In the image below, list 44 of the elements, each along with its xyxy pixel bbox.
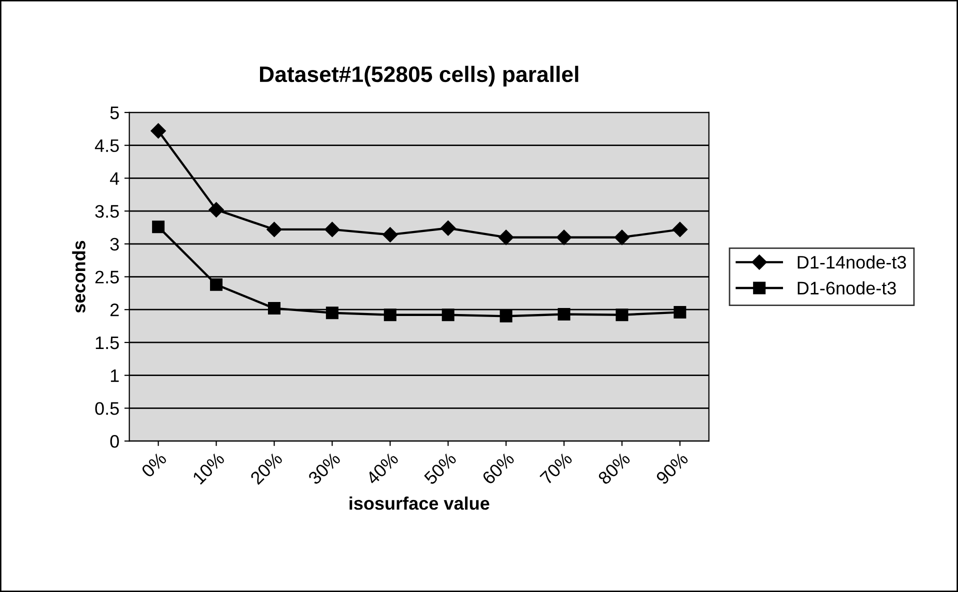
point bbox=[442, 308, 454, 322]
y-tick-label: 5 bbox=[110, 106, 119, 120]
point bbox=[266, 222, 282, 238]
y-tick-label: 2 bbox=[110, 304, 119, 316]
point bbox=[268, 302, 280, 315]
x-tick-label: 50% bbox=[423, 452, 458, 486]
y-tick-label: 4.5 bbox=[94, 139, 119, 152]
y-tick-label: 3 bbox=[110, 238, 119, 251]
y-tick-label: 1.5 bbox=[96, 336, 119, 350]
y-tick-label: 0.5 bbox=[95, 402, 119, 415]
point bbox=[440, 220, 456, 236]
point bbox=[500, 310, 512, 322]
point bbox=[150, 123, 166, 138]
y-axis-title: seconds bbox=[72, 240, 86, 313]
point bbox=[558, 308, 570, 320]
x-tick-label: 0% bbox=[140, 452, 168, 478]
point bbox=[208, 202, 224, 218]
x-tick-label: 80% bbox=[597, 452, 631, 486]
point bbox=[210, 278, 223, 291]
point bbox=[384, 308, 396, 322]
y-tick-label: 1 bbox=[110, 369, 119, 382]
point bbox=[152, 220, 165, 234]
x-tick-label: 60% bbox=[481, 452, 515, 486]
point bbox=[616, 308, 628, 322]
y-tick-label: 2.5 bbox=[95, 270, 119, 284]
legend-label: D1-6node-t3 bbox=[798, 281, 896, 295]
point bbox=[674, 306, 686, 318]
x-tick-label: 40% bbox=[365, 452, 400, 486]
legend-label: D1-14node-t3 bbox=[798, 255, 906, 269]
point bbox=[324, 222, 340, 238]
y-tick-label: 3.5 bbox=[95, 204, 119, 218]
x-tick-label: 90% bbox=[655, 452, 689, 486]
point bbox=[614, 230, 630, 245]
point bbox=[556, 230, 572, 245]
point bbox=[326, 306, 338, 320]
x-tick-label: 30% bbox=[307, 452, 342, 486]
chart-title: Dataset#1(52805 cells) parallel bbox=[260, 66, 578, 87]
point bbox=[498, 230, 514, 245]
point bbox=[672, 222, 688, 238]
x-tick-label: 70% bbox=[539, 452, 573, 486]
y-tick-label: 4 bbox=[110, 172, 120, 185]
point bbox=[382, 227, 398, 242]
x-axis-title: isosurface value bbox=[350, 496, 490, 510]
y-tick-label: 0 bbox=[110, 434, 119, 448]
